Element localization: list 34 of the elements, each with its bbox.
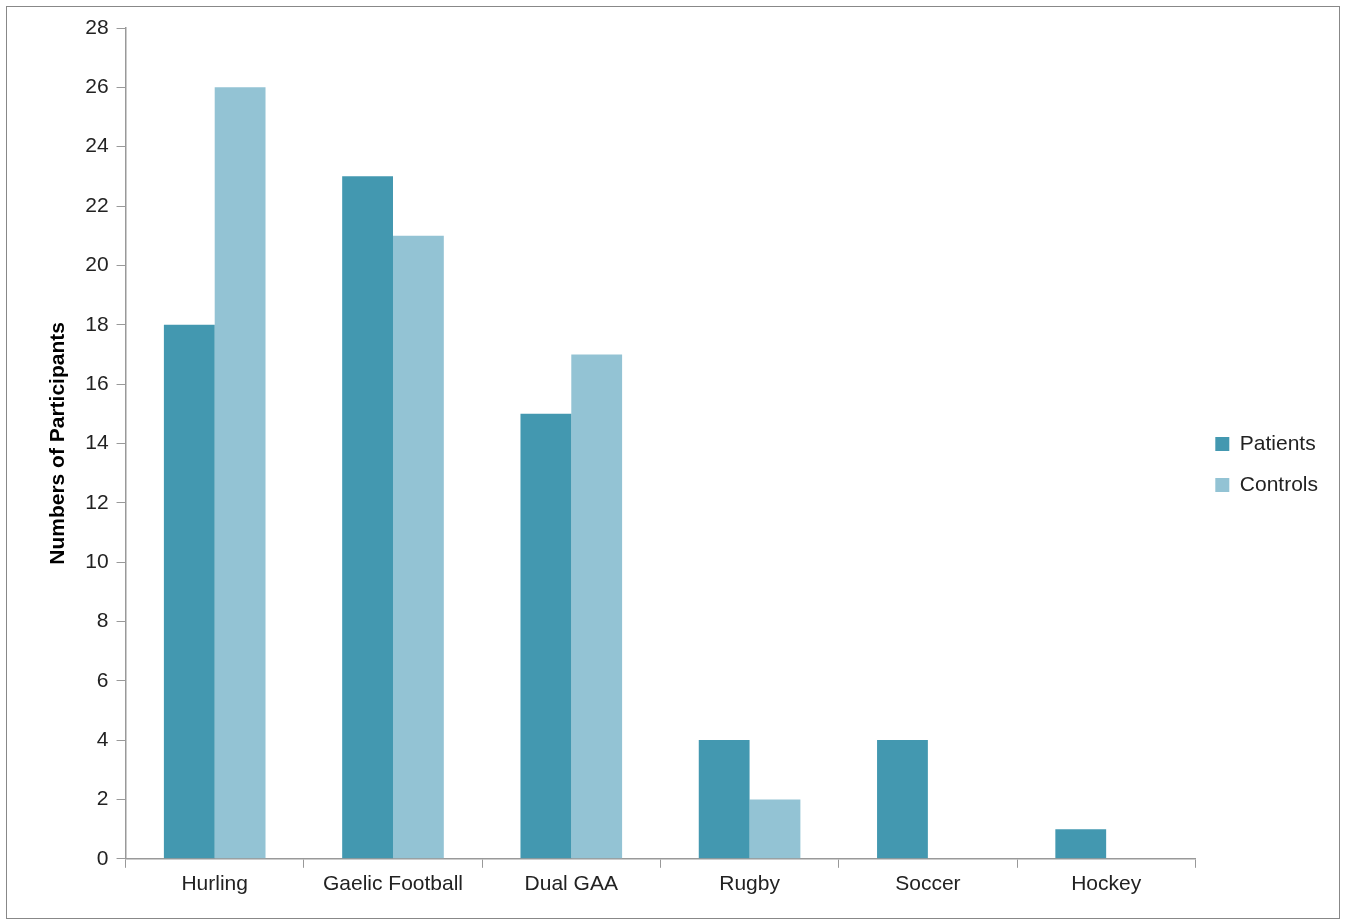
x-tick-label: Rugby (719, 871, 781, 895)
y-tick-label: 14 (85, 430, 109, 454)
y-axis-title: Numbers of Participants (45, 322, 69, 565)
y-tick-label: 2 (96, 786, 109, 810)
y-tick-label: 24 (85, 133, 109, 157)
legend-label: Patients (1239, 430, 1316, 454)
bar (163, 324, 215, 859)
y-tick-label: 6 (96, 667, 109, 691)
y-tick-label: 4 (96, 726, 109, 750)
bar (749, 799, 801, 859)
x-tick-label: Hockey (1071, 871, 1142, 895)
x-tick-label: Soccer (895, 871, 961, 895)
bar (214, 87, 266, 859)
bar (877, 740, 928, 859)
y-tick-label: 20 (85, 252, 109, 276)
legend-label: Controls (1239, 471, 1319, 495)
bar (342, 176, 393, 859)
bar (393, 235, 444, 859)
y-tick-label: 0 (96, 845, 109, 869)
y-tick-label: 18 (85, 311, 109, 335)
x-tick-label: Gaelic Football (322, 871, 464, 895)
y-tick-label: 28 (85, 14, 109, 38)
y-tick-label: 12 (85, 489, 109, 513)
x-tick-label: Dual GAA (524, 871, 618, 895)
x-tick-label: Hurling (181, 871, 248, 895)
y-tick-label: 26 (85, 74, 109, 98)
bar (520, 413, 572, 859)
y-tick-label: 8 (96, 608, 109, 632)
y-tick-label: 16 (85, 370, 109, 394)
bar (698, 740, 750, 859)
y-tick-label: 22 (85, 192, 109, 216)
bar (571, 354, 623, 859)
y-tick-label: 10 (85, 548, 109, 572)
bar (1055, 829, 1107, 859)
